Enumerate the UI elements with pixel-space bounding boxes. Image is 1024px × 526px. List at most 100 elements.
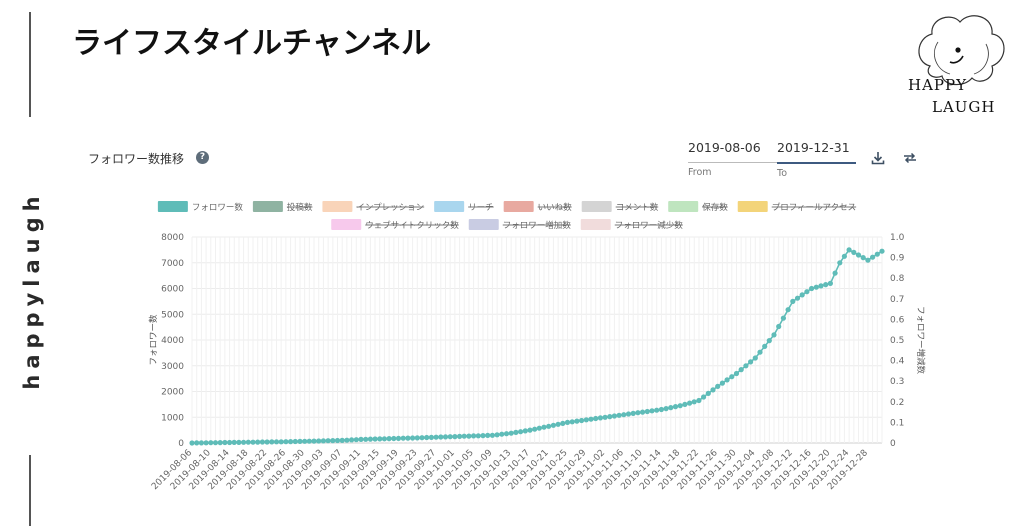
- data-point: [597, 415, 604, 421]
- data-point: [353, 437, 359, 443]
- data-point: [635, 410, 641, 416]
- data-point: [297, 438, 303, 444]
- to-date-field[interactable]: 2019-12-31 To: [777, 140, 856, 179]
- data-point: [391, 435, 397, 442]
- swap-icon[interactable]: [902, 150, 918, 166]
- data-point: [203, 440, 209, 446]
- data-point: [687, 400, 693, 406]
- legend-swatch: [322, 201, 353, 212]
- from-date-value[interactable]: 2019-08-06: [688, 140, 761, 155]
- to-date-underline: [777, 162, 856, 164]
- data-point: [424, 434, 430, 441]
- data-point: [466, 433, 472, 439]
- data-point: [621, 412, 627, 418]
- data-point: [588, 416, 594, 422]
- y2-tick-label: 0.9: [890, 254, 905, 264]
- data-point: [809, 285, 815, 292]
- chart-grid: [191, 236, 883, 444]
- logo-text-happy: HAPPY: [908, 76, 968, 94]
- series-followers: [189, 247, 885, 446]
- y2-tick-label: 0.1: [890, 418, 904, 428]
- chart-legend: フォロワー数 投稿数 インプレッション リーチ いいね数 コメント数 保存数 プロフィールアク…: [157, 201, 857, 231]
- data-point: [480, 433, 486, 439]
- data-point: [555, 421, 561, 427]
- data-point: [541, 424, 547, 430]
- data-point: [372, 436, 378, 442]
- data-point: [330, 438, 336, 444]
- legend-entry-label: プロフィールアクセス: [772, 203, 856, 213]
- data-point: [400, 435, 406, 441]
- data-point: [269, 439, 275, 445]
- data-point: [316, 438, 322, 444]
- data-point: [471, 433, 477, 439]
- data-point: [292, 438, 298, 445]
- data-point: [855, 252, 862, 258]
- data-point: [663, 406, 669, 412]
- data-point: [583, 417, 589, 423]
- data-point: [790, 298, 796, 304]
- data-point: [733, 370, 740, 377]
- data-point: [748, 359, 754, 365]
- legend-swatch: [331, 219, 362, 230]
- y-axis-left: 0 1000 2000 3000 4000 5000 6000 7000 8000: [161, 233, 184, 449]
- logo-face-icon: [918, 15, 1005, 86]
- legend-entry-label: フォロワー数: [192, 202, 244, 213]
- data-point: [419, 435, 425, 441]
- y2-tick-label: 1.0: [890, 233, 905, 243]
- data-point: [654, 407, 660, 413]
- legend-swatch: [252, 201, 283, 212]
- to-date-value[interactable]: 2019-12-31: [777, 140, 850, 155]
- data-point: [522, 428, 528, 434]
- data-point: [560, 420, 566, 426]
- y2-tick-label: 0.7: [890, 295, 904, 305]
- data-point: [813, 284, 819, 290]
- data-point: [518, 429, 524, 435]
- data-point: [442, 434, 449, 440]
- data-point: [513, 429, 519, 435]
- data-point: [339, 437, 345, 443]
- data-point: [785, 307, 791, 313]
- data-point: [489, 432, 495, 438]
- from-date-underline: [688, 162, 778, 163]
- data-point: [452, 434, 458, 440]
- data-point: [715, 383, 721, 389]
- data-point: [194, 440, 200, 446]
- data-point: [710, 387, 716, 393]
- data-point: [757, 349, 763, 355]
- download-icon[interactable]: [870, 150, 886, 166]
- data-point: [381, 436, 387, 442]
- to-date-label: To: [777, 168, 788, 179]
- data-point: [259, 439, 265, 445]
- question-circle-icon[interactable]: ?: [196, 151, 209, 164]
- data-point: [804, 289, 810, 295]
- data-point: [841, 253, 848, 259]
- data-point: [508, 430, 514, 436]
- data-point: [278, 439, 284, 445]
- data-point: [255, 439, 261, 445]
- from-date-field[interactable]: 2019-08-06 From: [688, 140, 778, 178]
- data-point: [771, 332, 777, 338]
- data-point: [738, 367, 744, 373]
- data-point: [776, 323, 782, 330]
- panel-title: フォロワー数推移: [88, 152, 185, 166]
- data-point: [870, 254, 876, 260]
- y2-tick-label: 0: [890, 439, 896, 449]
- data-point: [574, 418, 580, 424]
- data-point: [405, 435, 411, 441]
- data-point: [794, 295, 801, 301]
- data-point: [532, 426, 538, 432]
- y-tick-label: 2000: [161, 388, 184, 398]
- from-date-label: From: [688, 167, 712, 178]
- data-point: [212, 440, 219, 446]
- data-point: [231, 439, 237, 445]
- y-axis-right: 0 0.1 0.2 0.3 0.4 0.5 0.6 0.7 0.8 0.9 1.0: [890, 233, 905, 449]
- data-point: [325, 438, 331, 444]
- data-point: [691, 399, 697, 405]
- data-point: [658, 406, 665, 413]
- data-point: [386, 436, 392, 442]
- left-rule-bottom: [29, 455, 31, 526]
- x-axis: 2019-08-062019-08-102019-08-142019-08-18…: [150, 448, 870, 492]
- data-point: [729, 374, 735, 380]
- data-point: [564, 419, 571, 425]
